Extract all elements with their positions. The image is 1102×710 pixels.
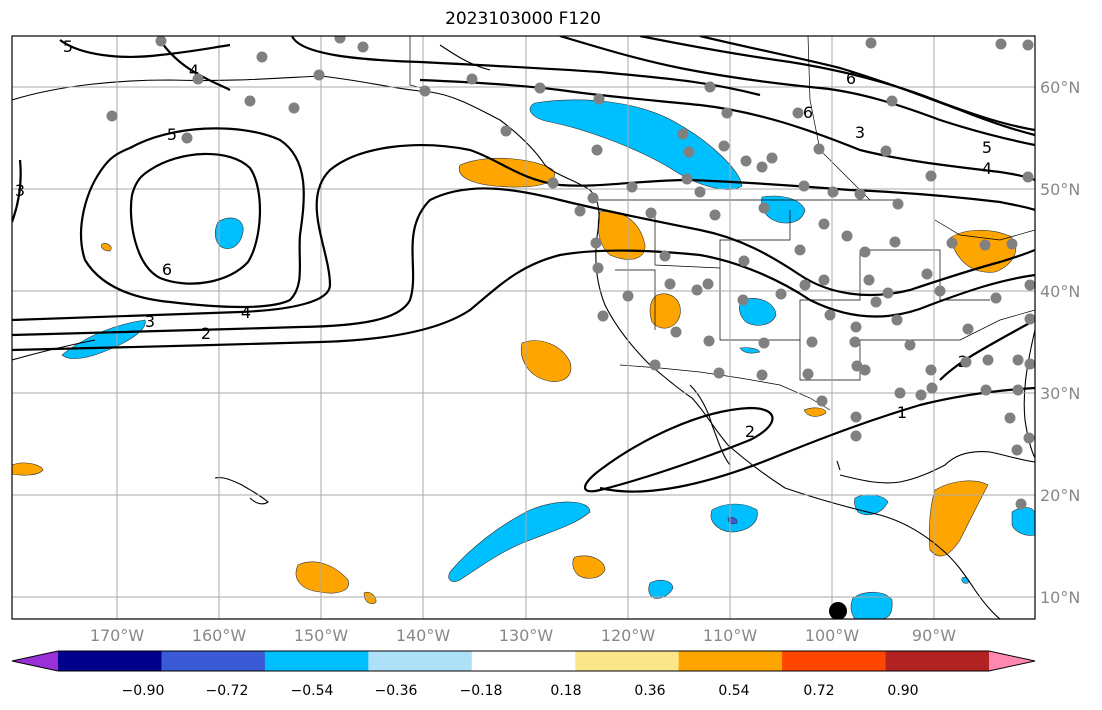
colorbar-tick: −0.36 (375, 683, 418, 699)
latitude-labels: 60°N 50°N 40°N 30°N 20°N 10°N (1040, 78, 1080, 607)
contour-label: 3 (145, 312, 155, 331)
marker-dot (829, 602, 847, 619)
contour-label: 1 (897, 403, 907, 422)
colorbar-segment (575, 651, 680, 671)
colorbar-tick: −0.54 (291, 683, 334, 699)
lon-label: 100°W (805, 626, 860, 645)
longitude-labels: 170°W 160°W 150°W 140°W 130°W 120°W 110°… (90, 626, 956, 645)
colorbar-tick: 0.54 (718, 683, 749, 699)
contour-label: 2 (201, 324, 211, 343)
colorbar-tick: 0.18 (550, 683, 581, 699)
contour-label: 3 (855, 123, 865, 142)
colorbar-tick: −0.90 (122, 683, 165, 699)
lon-label: 110°W (703, 626, 758, 645)
colorbar-tick: 0.72 (803, 683, 834, 699)
lon-label: 140°W (396, 626, 451, 645)
contour-label: 5 (63, 37, 73, 56)
lon-label: 160°W (192, 626, 247, 645)
lon-label: 90°W (912, 626, 956, 645)
contour-label: 6 (162, 260, 172, 279)
colorbar-segment (782, 651, 887, 671)
graticule (12, 36, 1035, 619)
contour-lines (12, 36, 1035, 493)
colorbar-segment (885, 651, 990, 671)
map-title: 2023103000 F120 (445, 9, 601, 29)
colorbar-tick: −0.72 (206, 683, 249, 699)
colorbar-segment (58, 651, 162, 671)
political-borders (409, 36, 1035, 411)
contour-label: 3 (15, 181, 25, 200)
colorbar-extend-max (989, 651, 1035, 671)
colorbar-outline (11, 650, 1036, 672)
station-markers (106, 36, 1035, 510)
contour-label: 2 (745, 422, 755, 441)
colorbar-segment (471, 651, 576, 671)
colorbar-tick: 0.90 (887, 683, 918, 699)
lat-label: 50°N (1040, 180, 1080, 199)
lon-label: 130°W (499, 626, 554, 645)
contour-label: 4 (189, 61, 199, 80)
colorbar-tick-labels: −0.90 −0.72 −0.54 −0.36 −0.18 0.18 0.36 … (122, 683, 919, 699)
lat-label: 40°N (1040, 282, 1080, 301)
colorbar: −0.90 −0.72 −0.54 −0.36 −0.18 0.18 0.36 … (11, 650, 1036, 699)
contour-label: 6 (803, 103, 813, 122)
map-frame (11, 35, 1036, 620)
colorbar-segment (264, 651, 369, 671)
map-area: 5 4 5 3 6 6 4 3 2 6 3 5 4 2 2 1 (12, 36, 1035, 619)
lon-label: 120°W (601, 626, 656, 645)
lat-label: 20°N (1040, 486, 1080, 505)
colorbar-segment (161, 651, 266, 671)
colorbar-segments (11, 650, 1036, 672)
positive-anomaly-regions (12, 157, 1017, 604)
lat-label: 10°N (1040, 588, 1080, 607)
contour-label: 5 (167, 125, 177, 144)
lat-label: 30°N (1040, 384, 1080, 403)
colorbar-segment (678, 651, 783, 671)
contour-label: 6 (846, 69, 856, 88)
colorbar-tick: −0.18 (460, 683, 503, 699)
contour-label: 4 (241, 303, 251, 322)
lon-label: 170°W (90, 626, 145, 645)
contour-label: 5 (982, 138, 992, 157)
lon-label: 150°W (294, 626, 349, 645)
colorbar-tick: 0.36 (634, 683, 665, 699)
colorbar-segment (368, 651, 473, 671)
lat-label: 60°N (1040, 78, 1080, 97)
colorbar-extend-min (12, 651, 58, 671)
contour-label: 4 (982, 159, 992, 178)
